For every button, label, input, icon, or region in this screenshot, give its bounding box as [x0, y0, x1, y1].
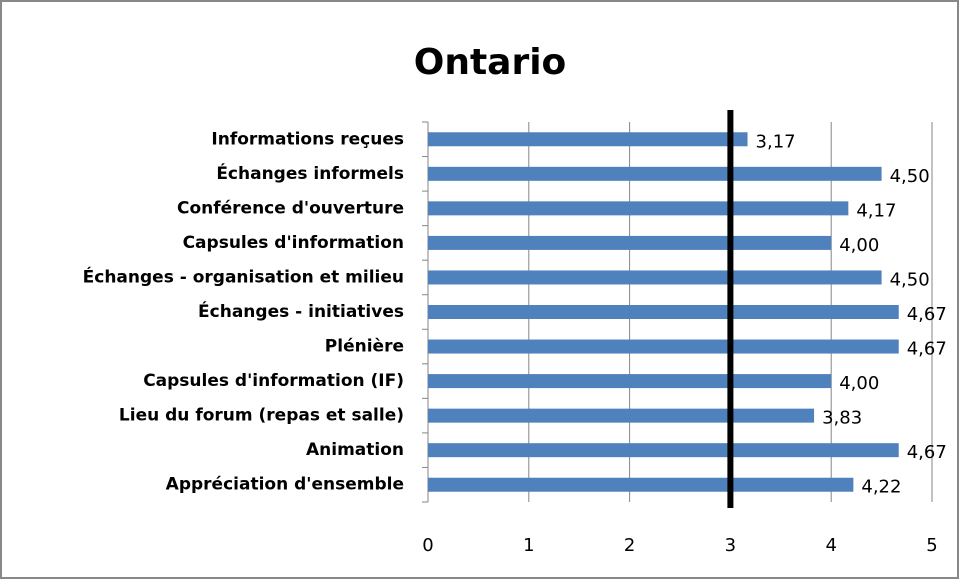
- x-tick-label: 3: [725, 535, 736, 556]
- y-tick-label: Plénière: [325, 337, 404, 357]
- bar: [428, 339, 899, 354]
- bar: [428, 477, 854, 492]
- value-label: 4,67: [907, 339, 947, 360]
- value-label: 4,50: [890, 166, 930, 187]
- y-tick-label: Informations reçues: [211, 129, 404, 149]
- bar: [428, 132, 748, 147]
- x-tick-label: 0: [422, 535, 433, 556]
- bar: [428, 305, 899, 319]
- value-label: 4,67: [907, 304, 947, 325]
- bar: [428, 374, 832, 389]
- chart-title: Ontario: [414, 42, 567, 83]
- y-tick-label: Capsules d'information: [183, 233, 404, 253]
- bar: [428, 235, 832, 250]
- x-tick-label: 2: [624, 535, 635, 556]
- value-label: 4,17: [856, 200, 896, 221]
- y-tick-label: Animation: [306, 440, 404, 460]
- value-label: 4,50: [890, 269, 930, 290]
- value-label: 4,00: [839, 373, 879, 394]
- y-tick-label: Conférence d'ouverture: [177, 198, 404, 218]
- x-tick-label: 1: [523, 535, 534, 556]
- value-label: 4,00: [839, 235, 879, 256]
- value-label: 4,22: [861, 477, 901, 498]
- bar: [428, 408, 815, 423]
- bar: [428, 270, 882, 285]
- y-tick-label: Échanges - initiatives: [198, 300, 404, 322]
- x-tick-label: 5: [926, 535, 937, 556]
- bar: [428, 166, 882, 181]
- y-tick-label: Échanges informels: [216, 162, 404, 184]
- x-tick-label: 4: [825, 535, 836, 556]
- value-label: 4,67: [907, 442, 947, 463]
- bar: [428, 201, 849, 216]
- bar: [428, 443, 899, 458]
- y-tick-label: Appréciation d'ensemble: [166, 475, 404, 495]
- value-label: 3,83: [822, 408, 862, 429]
- y-tick-label: Lieu du forum (repas et salle): [119, 406, 404, 426]
- value-label: 3,17: [756, 131, 796, 152]
- y-tick-label: Échanges - organisation et milieu: [83, 265, 404, 287]
- y-tick-label: Capsules d'information (IF): [143, 371, 404, 391]
